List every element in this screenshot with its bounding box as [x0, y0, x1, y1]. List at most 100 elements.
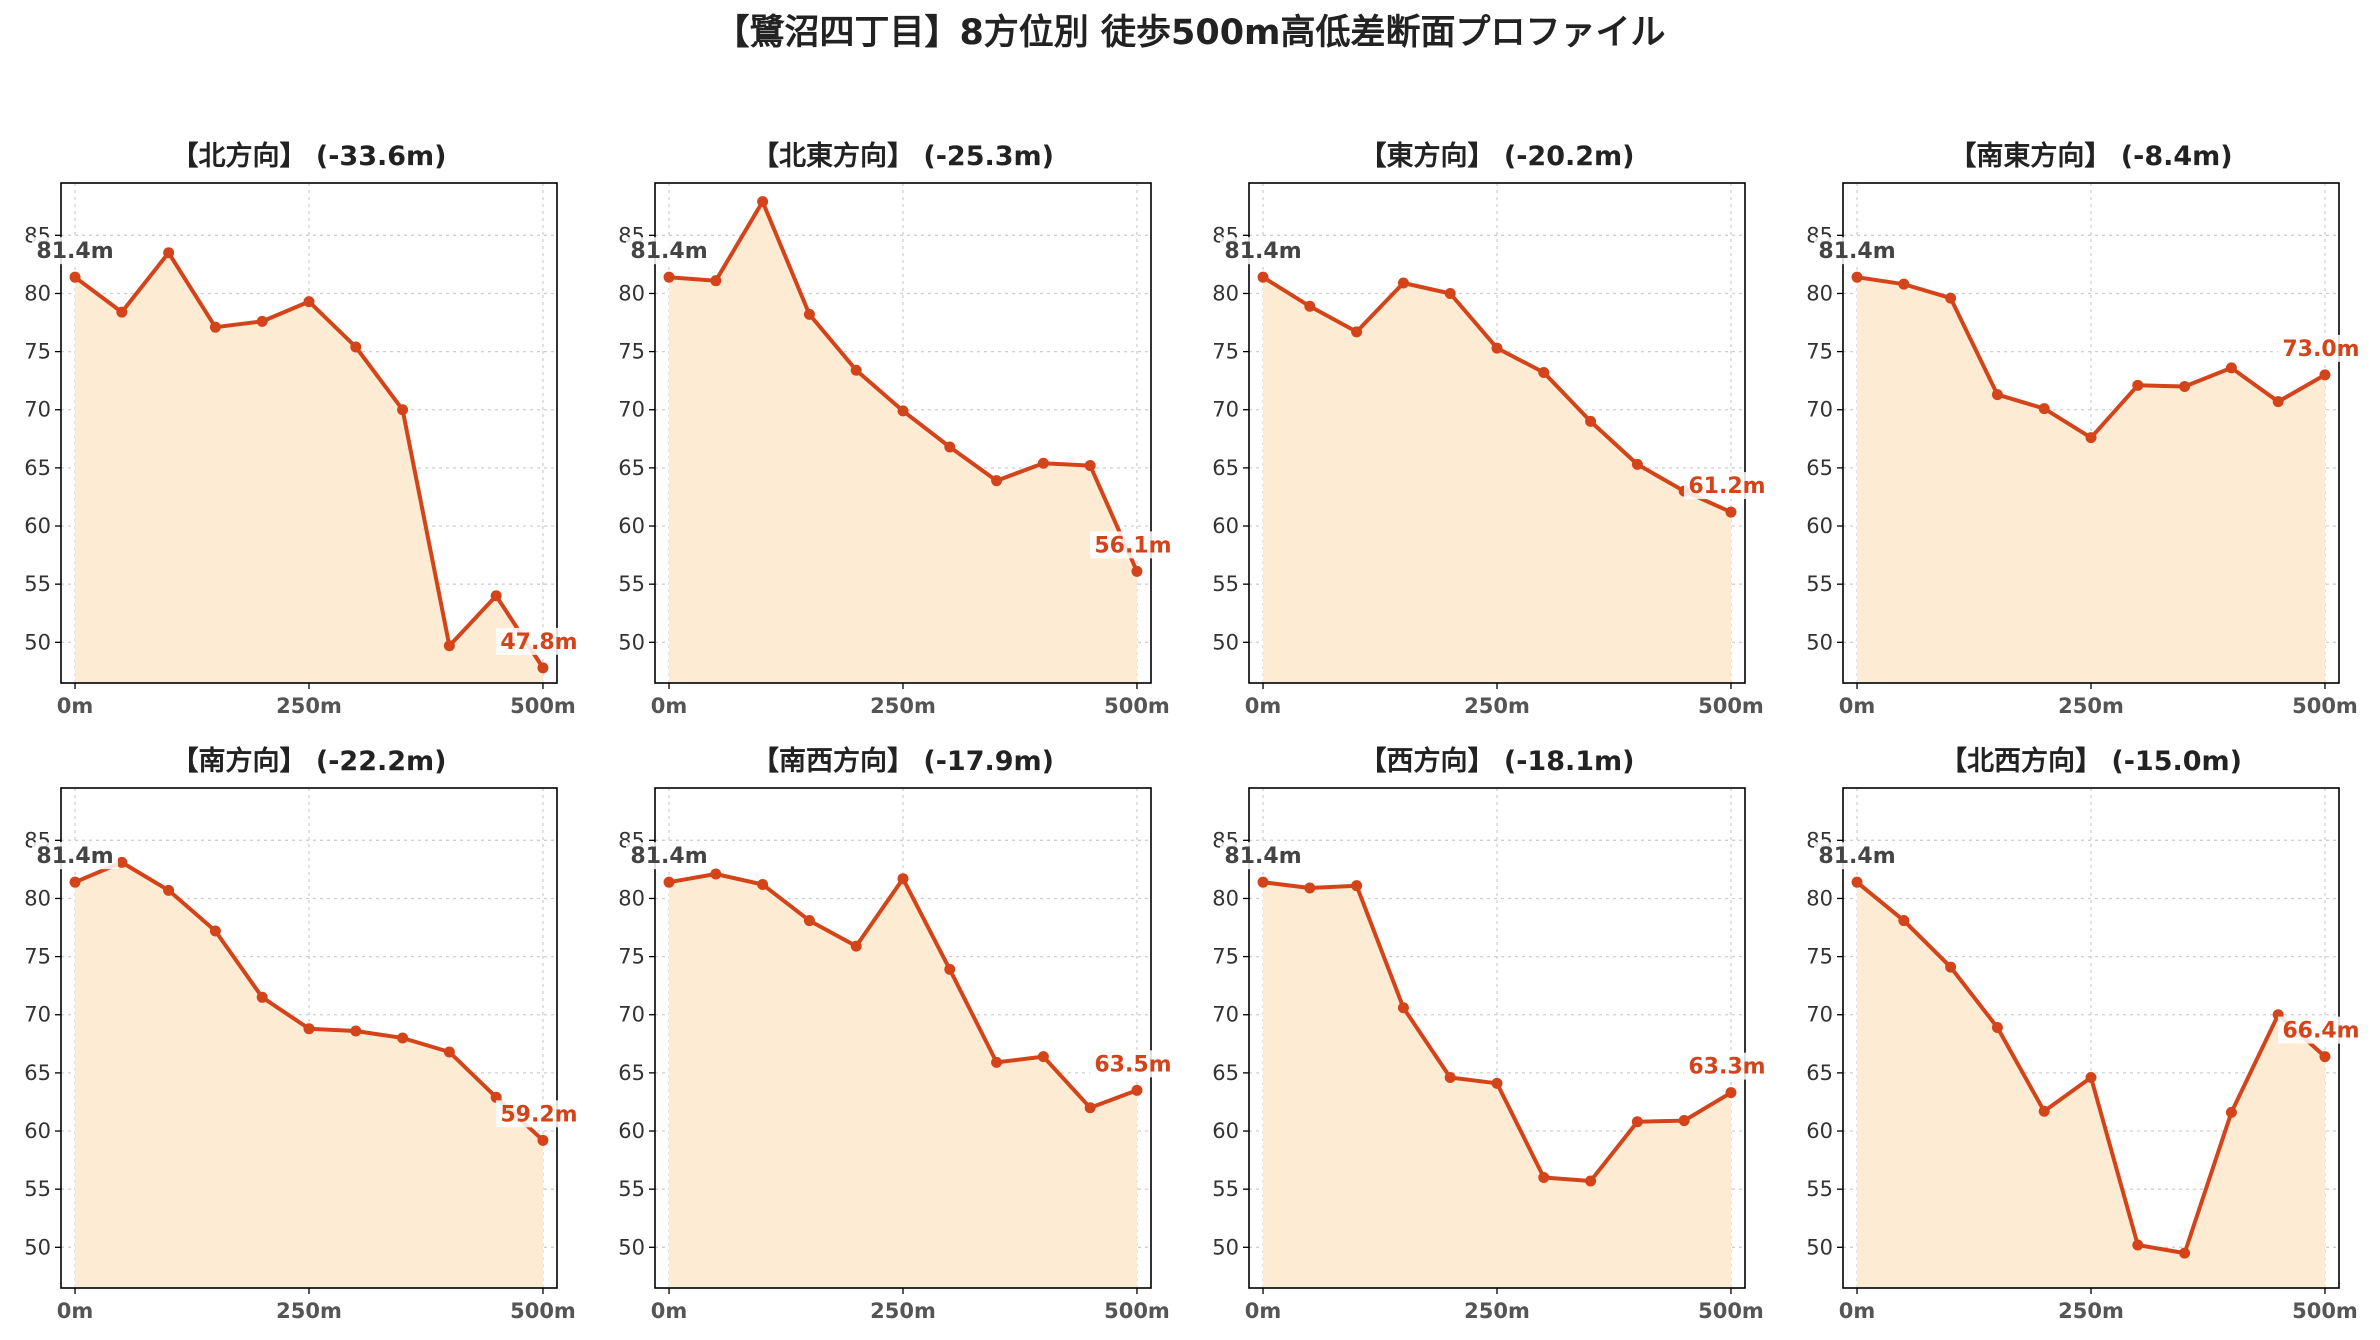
y-tick-label: 55: [1806, 1177, 1833, 1201]
data-point: [897, 873, 909, 885]
data-point: [1631, 1116, 1643, 1128]
data-point: [1725, 1087, 1737, 1099]
data-point: [710, 868, 722, 880]
data-point: [69, 271, 81, 283]
data-point: [1585, 415, 1597, 427]
data-point: [991, 1056, 1003, 1068]
data-point: [1084, 1102, 1096, 1114]
data-point: [1538, 367, 1550, 379]
x-tick-label: 0m: [57, 694, 94, 718]
data-point: [2085, 1072, 2097, 1084]
data-point: [1304, 300, 1316, 312]
data-point: [163, 247, 175, 259]
x-tick-label: 500m: [1104, 1299, 1170, 1323]
y-tick-label: 70: [24, 1003, 51, 1027]
y-tick-label: 55: [1212, 1177, 1239, 1201]
y-tick-label: 55: [618, 1177, 645, 1201]
x-tick-label: 250m: [276, 694, 342, 718]
data-point: [537, 662, 549, 674]
start-label-bg: [32, 842, 119, 870]
data-point: [443, 640, 455, 652]
end-label-bg: [495, 1100, 582, 1128]
y-tick-label: 50: [618, 630, 645, 654]
data-point: [944, 963, 956, 975]
y-tick-label: 60: [1212, 514, 1239, 538]
y-tick-label: 80: [1806, 281, 1833, 305]
y-tick-label: 75: [1806, 340, 1833, 364]
y-tick-label: 60: [1806, 514, 1833, 538]
data-point: [991, 475, 1003, 487]
end-elevation-label: 56.1m: [1094, 533, 1171, 558]
x-tick-label: 250m: [1464, 694, 1530, 718]
data-point: [2038, 403, 2050, 415]
y-tick-label: 80: [24, 886, 51, 910]
y-tick-label: 65: [1806, 456, 1833, 480]
data-point: [490, 1091, 502, 1103]
data-point: [443, 1046, 455, 1058]
panel-title: 【北方向】 (-33.6m): [171, 140, 446, 172]
data-point: [256, 991, 268, 1003]
data-point: [397, 1032, 409, 1044]
y-tick-label: 70: [618, 398, 645, 422]
y-tick-label: 75: [1212, 945, 1239, 969]
x-tick-label: 0m: [651, 1299, 688, 1323]
data-point: [2179, 1247, 2191, 1259]
y-tick-label: 80: [618, 886, 645, 910]
y-tick-label: 65: [618, 456, 645, 480]
end-label-bg: [495, 627, 582, 655]
y-tick-label: 65: [1806, 1061, 1833, 1085]
panel-title: 【南東方向】 (-8.4m): [1949, 140, 2232, 172]
x-tick-label: 250m: [276, 1299, 342, 1323]
data-point: [256, 315, 268, 327]
end-elevation-label: 66.4m: [2282, 1019, 2359, 1044]
y-tick-label: 55: [1806, 572, 1833, 596]
data-point: [1898, 278, 1910, 290]
figure-title: 【鷺沼四丁目】8方位別 徒歩500m高低差断面プロファイル: [714, 13, 1665, 53]
data-point: [663, 271, 675, 283]
end-elevation-label: 61.2m: [1688, 474, 1765, 499]
data-point: [2132, 379, 2144, 391]
end-label-bg: [2277, 334, 2364, 362]
y-tick-label: 50: [24, 1235, 51, 1259]
y-tick-label: 60: [618, 514, 645, 538]
y-tick-label: 60: [618, 1119, 645, 1143]
start-elevation-label: 81.4m: [1818, 844, 1895, 869]
elevation-area: [669, 874, 1137, 1288]
data-point: [2225, 1106, 2237, 1118]
data-point: [350, 1025, 362, 1037]
data-point: [710, 275, 722, 287]
data-point: [1945, 961, 1957, 973]
data-point: [2038, 1105, 2050, 1117]
start-elevation-label: 81.4m: [1224, 844, 1301, 869]
y-tick-label: 55: [618, 572, 645, 596]
y-tick-label: 80: [24, 281, 51, 305]
y-tick-label: 70: [1806, 1003, 1833, 1027]
x-tick-label: 500m: [1104, 694, 1170, 718]
end-elevation-label: 47.8m: [500, 630, 577, 655]
y-tick-label: 70: [618, 1003, 645, 1027]
data-point: [2272, 396, 2284, 408]
data-point: [803, 915, 815, 927]
data-point: [1898, 915, 1910, 927]
y-tick-label: 60: [24, 1119, 51, 1143]
x-tick-label: 250m: [2058, 1299, 2124, 1323]
end-elevation-label: 73.0m: [2282, 337, 2359, 362]
y-tick-label: 75: [1806, 945, 1833, 969]
data-point: [209, 925, 221, 937]
data-point: [1851, 876, 1863, 888]
y-tick-label: 50: [24, 630, 51, 654]
start-label-bg: [626, 842, 713, 870]
panel-title: 【南西方向】 (-17.9m): [752, 745, 1054, 777]
data-point: [1397, 1002, 1409, 1014]
x-tick-label: 0m: [1245, 694, 1282, 718]
data-point: [1351, 880, 1363, 892]
y-tick-label: 50: [618, 1235, 645, 1259]
data-point: [1257, 271, 1269, 283]
